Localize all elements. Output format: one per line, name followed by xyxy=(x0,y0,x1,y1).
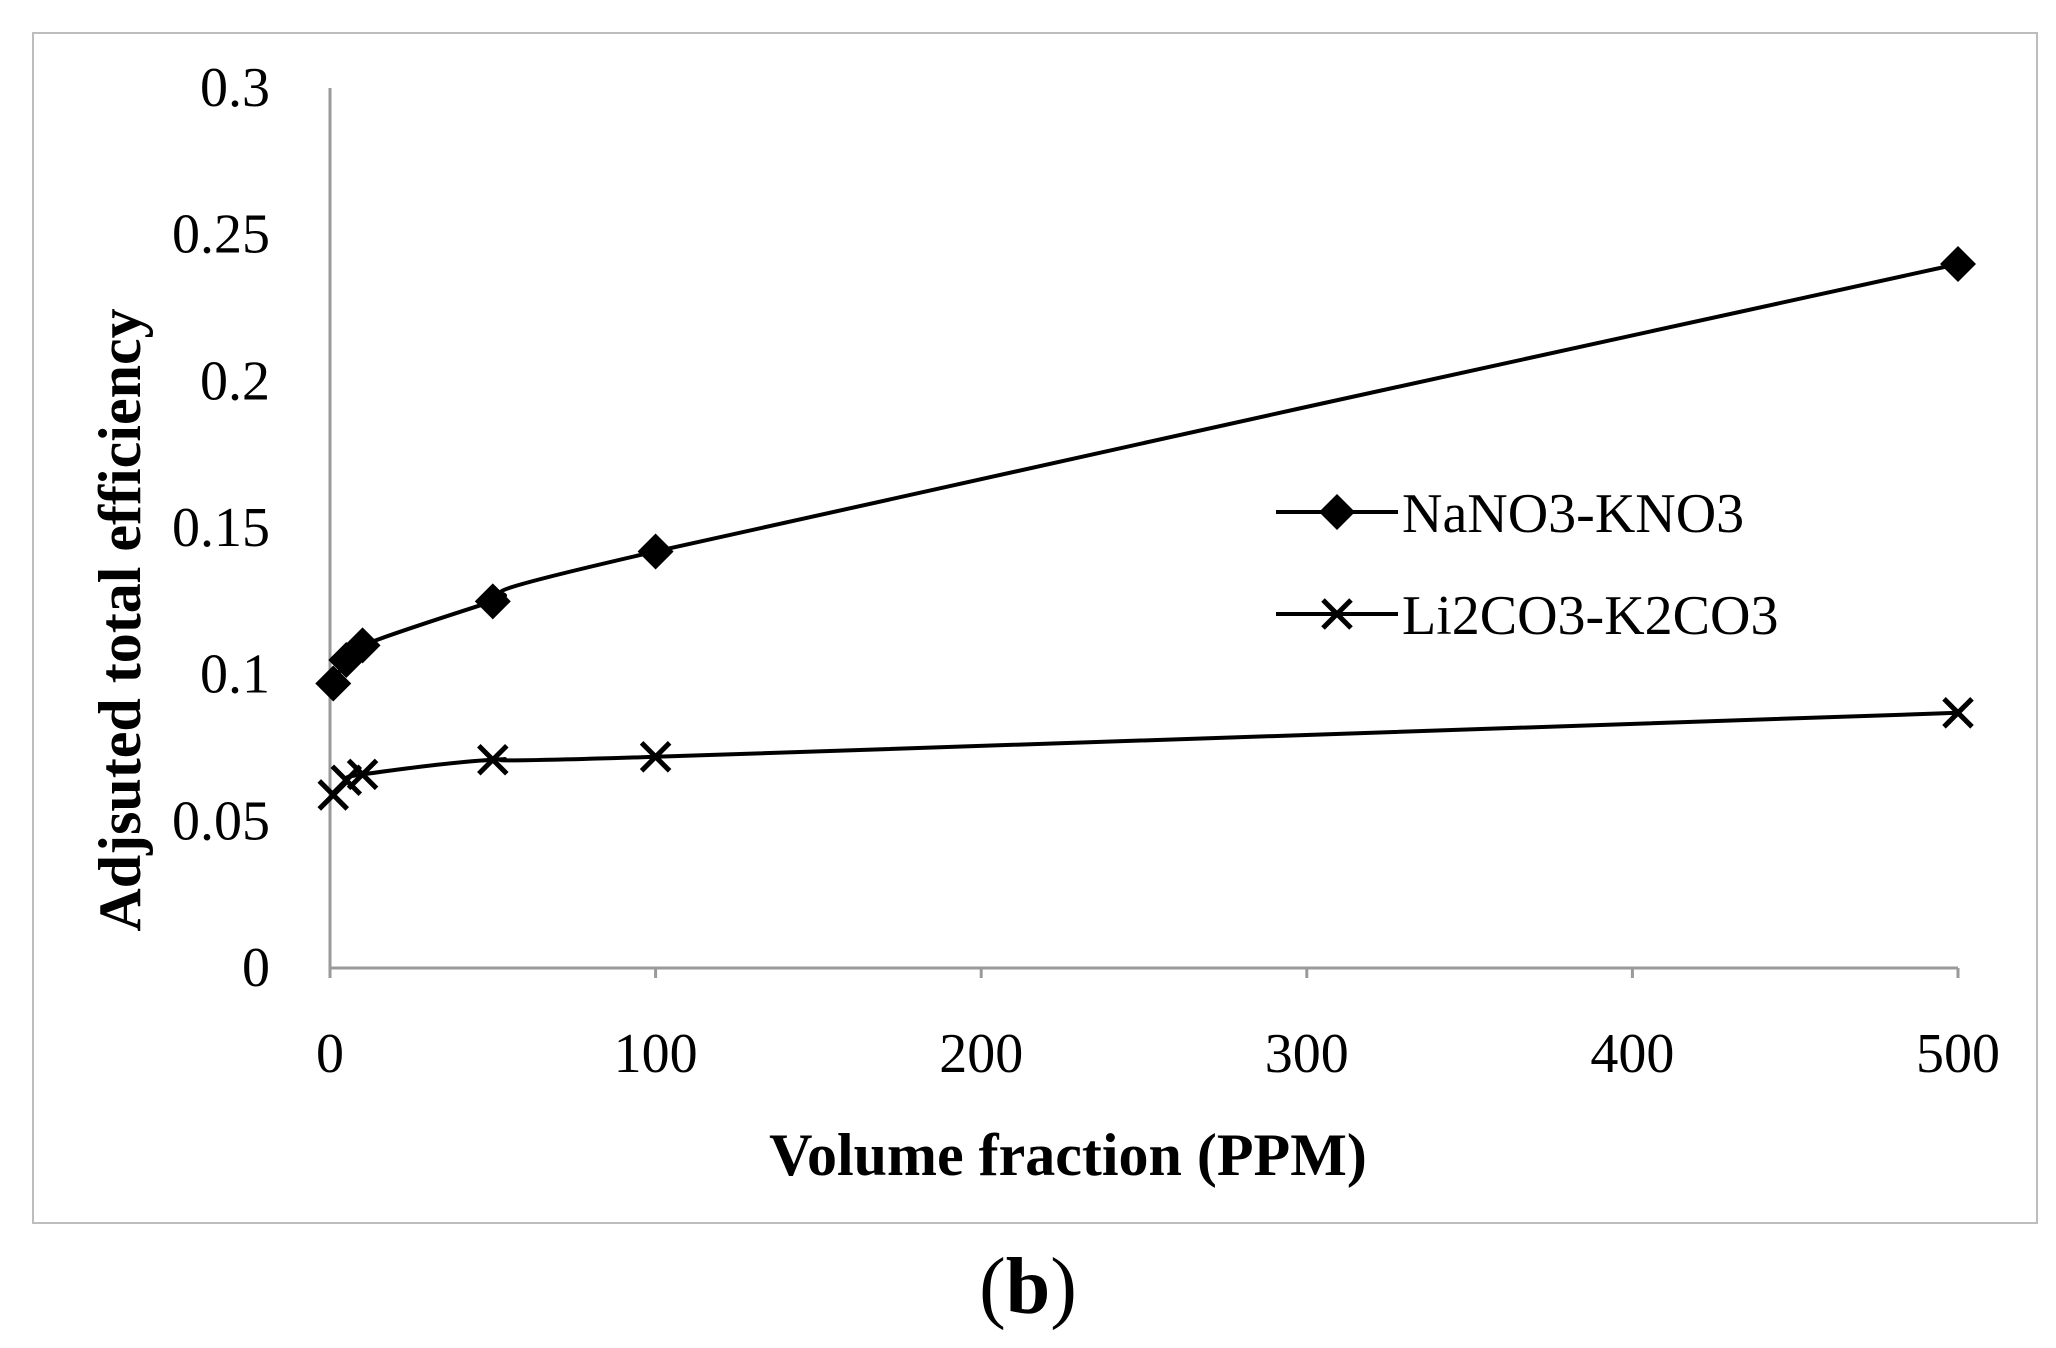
panel-label: (b) xyxy=(0,1232,2056,1342)
x-tick-label: 400 xyxy=(1590,1023,1674,1085)
series-line-2 xyxy=(331,710,1959,797)
series-1-point xyxy=(474,583,511,620)
series-2-point xyxy=(639,741,672,773)
y-tick-label: 0.15 xyxy=(172,497,270,559)
y-axis-title: Adjsuted total efficiency xyxy=(87,308,153,931)
y-tick-label: 0.1 xyxy=(200,644,270,706)
x-tick-label: 500 xyxy=(1916,1023,2000,1085)
legend-marker-2 xyxy=(1321,598,1353,630)
panel-label-open: ( xyxy=(979,1243,1006,1331)
y-tick-label: 0.3 xyxy=(200,57,270,119)
series-2-point xyxy=(1942,697,1974,729)
series-1-point xyxy=(315,665,352,702)
legend-label-1: NaNO3-KNO3 xyxy=(1402,483,1744,545)
chart-frame xyxy=(32,32,2038,1224)
x-tick-label: 200 xyxy=(939,1023,1023,1085)
x-tick-label: 100 xyxy=(614,1023,698,1085)
y-tick-label: 0.05 xyxy=(172,790,270,852)
series-1-point xyxy=(637,533,674,570)
legend-marker-1 xyxy=(1319,494,1355,530)
x-tick-label: 300 xyxy=(1265,1023,1349,1085)
x-tick-label: 0 xyxy=(316,1023,344,1085)
series-2-point xyxy=(477,743,509,776)
y-tick-label: 0.2 xyxy=(200,350,270,412)
legend-label-2: Li2CO3-K2CO3 xyxy=(1402,585,1778,647)
y-tick-label: 0.25 xyxy=(172,204,270,266)
series-1-point xyxy=(1940,246,1976,282)
line-chart: 0 0.05 0.1 0.15 0.2 0.25 0.3 0 100 200 300 400 500 Vo… xyxy=(87,57,2000,1188)
x-axis-title: Volume fraction (PPM) xyxy=(769,1122,1367,1188)
series-2-point xyxy=(346,758,379,791)
y-tick-label: 0 xyxy=(242,937,270,999)
series-1-point xyxy=(344,627,381,664)
panel-label-close: ) xyxy=(1050,1243,1077,1331)
panel-label-letter: b xyxy=(1005,1243,1051,1331)
